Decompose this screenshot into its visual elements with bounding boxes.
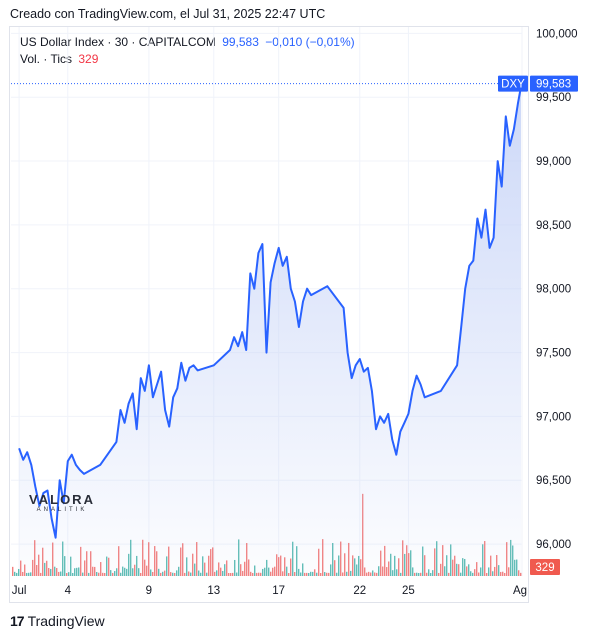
- chart-header: Creado con TradingView.com, el Jul 31, 2…: [10, 7, 326, 21]
- volume-bar: [14, 571, 16, 576]
- last-price-badge-label: 99,583: [536, 79, 571, 91]
- y-tick-label: 99,000: [536, 156, 571, 168]
- x-tick-label: 22: [353, 585, 366, 597]
- chart-legend-volume[interactable]: Vol. · Tics 329: [20, 52, 98, 66]
- x-tick-label: 25: [402, 585, 415, 597]
- chart-legend-symbol[interactable]: US Dollar Index · 30 · CAPITALCOM 99,583…: [20, 35, 355, 49]
- y-tick-label: 96,000: [536, 539, 571, 551]
- x-tick-label: Ag: [513, 585, 527, 597]
- volume-bar: [12, 566, 14, 576]
- volume-bar: [18, 568, 20, 576]
- symbol-badge-label: DXY: [501, 79, 525, 91]
- x-tick-label: 17: [272, 585, 285, 597]
- y-tick-label: 98,500: [536, 220, 571, 232]
- watermark-sub: ANALITIK: [36, 507, 88, 513]
- x-tick-label: 13: [207, 585, 220, 597]
- volume-badge: [530, 559, 560, 575]
- y-tick-label: 96,500: [536, 475, 571, 487]
- x-tick-label: Jul: [12, 585, 27, 597]
- x-tick-label: 4: [65, 585, 72, 597]
- tradingview-footer[interactable]: 17 TradingView: [10, 613, 105, 629]
- watermark-name: VALORA: [29, 492, 95, 507]
- last-price-badge: [530, 75, 578, 92]
- last-price: 99,583: [222, 35, 259, 49]
- y-tick-label: 97,000: [536, 411, 571, 423]
- price-line: [18, 86, 522, 539]
- price-change: −0,010 (−0,01%): [265, 35, 355, 49]
- tradingview-brand: TradingView: [27, 613, 105, 629]
- volume-bar: [16, 572, 18, 576]
- tradingview-logo-icon: 17: [10, 613, 25, 629]
- volume-value: 329: [78, 52, 99, 66]
- y-tick-label: 98,000: [536, 284, 571, 296]
- volume-label: Vol. · Tics: [20, 52, 73, 66]
- chart-frame: [9, 26, 529, 603]
- y-tick-label: 97,500: [536, 348, 571, 360]
- x-tick-label: 9: [146, 585, 152, 597]
- symbol-badge: [498, 75, 528, 92]
- valora-watermark: VALORA ANALITIK: [22, 492, 102, 513]
- volume-badge-label: 329: [535, 562, 554, 574]
- symbol-name: US Dollar Index · 30 · CAPITALCOM: [20, 35, 216, 49]
- y-tick-label: 99,500: [536, 92, 571, 104]
- y-tick-label: 100,000: [536, 28, 578, 40]
